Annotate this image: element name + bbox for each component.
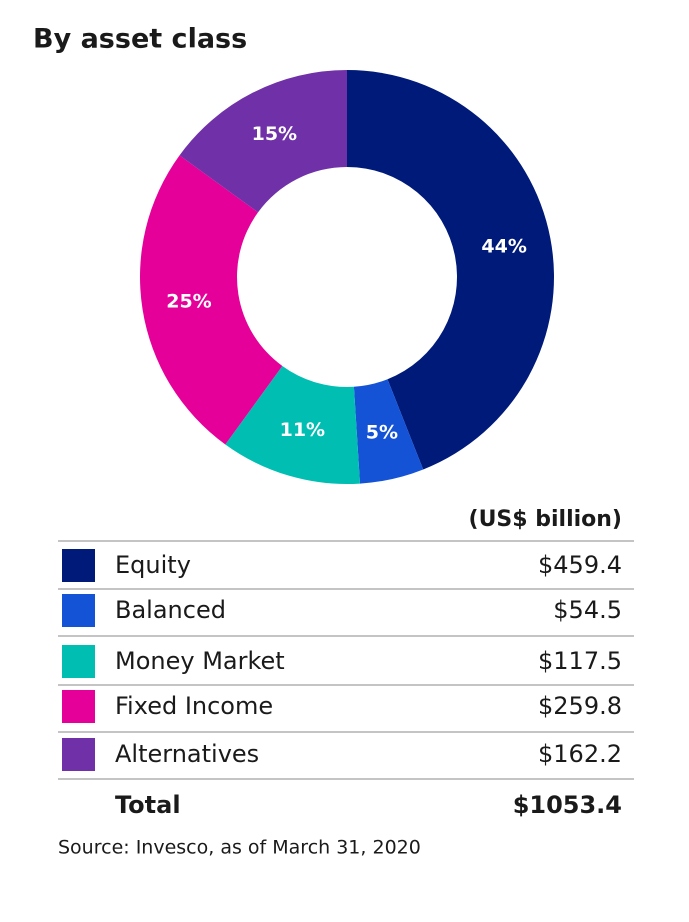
donut-slice: [179, 70, 347, 213]
slice-label: 25%: [166, 291, 211, 313]
legend-swatch: [62, 690, 95, 723]
slice-label: 44%: [481, 236, 526, 258]
legend-swatch: [62, 645, 95, 678]
amount: $117.5: [538, 647, 622, 675]
donut-slice: [347, 70, 555, 470]
source: Source: Invesco, as of March 31, 2020: [58, 837, 421, 859]
total-label: Total: [115, 791, 181, 819]
amount: $259.8: [538, 692, 622, 720]
amount: $459.4: [538, 551, 622, 579]
legend-label: Balanced: [115, 596, 226, 624]
legend-label: Alternatives: [115, 740, 259, 768]
legend-swatch: [62, 549, 95, 582]
legend-label: Fixed Income: [115, 692, 273, 720]
donut-slice: [139, 155, 283, 445]
chart-title: By asset class: [33, 24, 247, 55]
legend-swatch: [62, 594, 95, 627]
amount: $54.5: [553, 596, 622, 624]
legend-swatch: [62, 738, 95, 771]
slice-label: 11%: [280, 419, 325, 441]
total-amount: $1053.4: [513, 791, 622, 819]
amount: $162.2: [538, 740, 622, 768]
slice-label: 15%: [252, 123, 297, 145]
donut-slice: [225, 365, 360, 484]
donut-slice: [353, 379, 424, 484]
legend-label: Money Market: [115, 647, 285, 675]
legend-label: Equity: [115, 551, 191, 579]
slice-label: 5%: [366, 422, 398, 444]
table-header: (US$ billion): [469, 507, 622, 532]
